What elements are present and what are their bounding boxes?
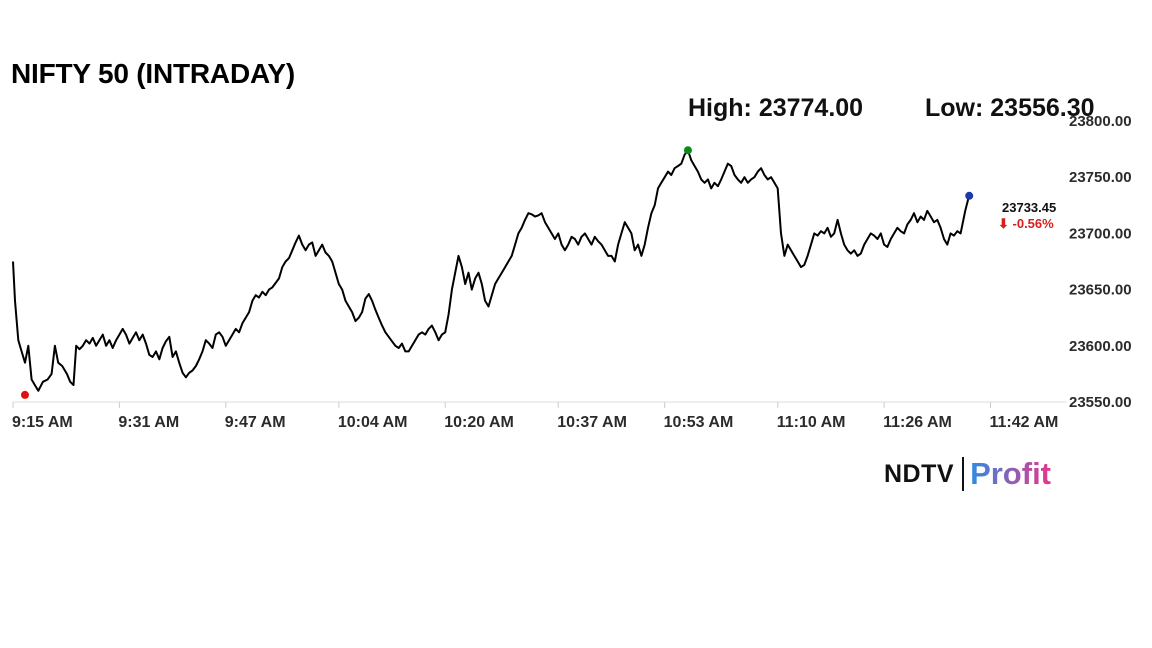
x-tick-label: 11:42 AM xyxy=(990,414,1059,431)
chart-title: NIFTY 50 (INTRADAY) xyxy=(11,58,296,89)
last-marker xyxy=(965,191,974,200)
low-marker xyxy=(20,390,29,399)
ndtv-profit-logo: NDTV Profit xyxy=(884,452,1051,496)
y-tick-label: 23750.00 xyxy=(1069,169,1132,186)
x-tick-label: 10:53 AM xyxy=(664,414,734,431)
high-marker xyxy=(683,146,692,155)
x-tick-label: 10:37 AM xyxy=(557,414,627,431)
brand-ndtv-text: NDTV xyxy=(884,459,955,488)
price-series-line xyxy=(12,149,971,392)
x-tick-label: 10:20 AM xyxy=(444,414,514,431)
x-tick-label: 11:10 AM xyxy=(777,414,846,431)
x-tick-label: 9:47 AM xyxy=(225,414,286,431)
marker-layer xyxy=(20,146,974,399)
x-tick-label: 9:31 AM xyxy=(118,414,179,431)
brand-profit-text: Profit xyxy=(970,456,1051,491)
y-tick-label: 23550.00 xyxy=(1069,394,1132,411)
x-axis-ticks: 9:15 AM 9:31 AM 9:47 AM 10:04 AM 10:20 AM 10:… xyxy=(12,402,1058,431)
y-tick-label: 23600.00 xyxy=(1069,338,1132,355)
y-tick-label: 23650.00 xyxy=(1069,282,1132,299)
x-tick-label: 9:15 AM xyxy=(12,414,73,431)
last-price-label: 23733.45 xyxy=(1002,200,1056,215)
low-label: Low: 23556.30 xyxy=(925,94,1095,122)
y-tick-label: 23700.00 xyxy=(1069,225,1132,242)
x-tick-label: 10:04 AM xyxy=(338,414,408,431)
y-axis-ticks: 23800.00 23750.00 23700.00 23650.00 23600.00… xyxy=(1069,113,1132,411)
x-tick-label: 11:26 AM xyxy=(883,414,952,431)
series-layer xyxy=(12,149,971,392)
last-change-label: ⬇ -0.56% xyxy=(998,216,1054,231)
brand-divider xyxy=(962,457,965,491)
high-label: High: 23774.00 xyxy=(688,94,864,122)
y-tick-label: 23800.00 xyxy=(1069,113,1132,130)
